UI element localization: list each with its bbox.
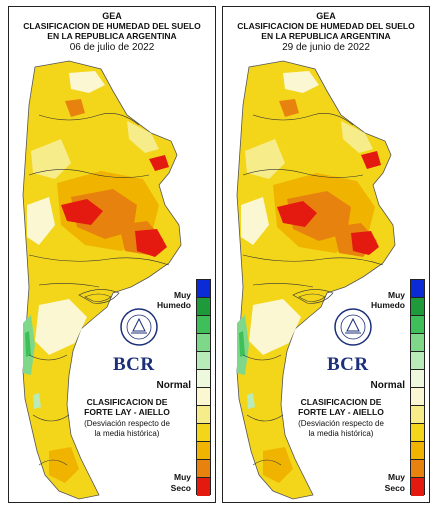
zone-very-dry-ne xyxy=(149,155,169,171)
zone-very-humid-andes xyxy=(239,331,245,357)
bcr-brand: BCR xyxy=(327,354,369,375)
zone-very-dry-east xyxy=(135,229,167,257)
legend-bottom-label-1: Muy xyxy=(388,472,405,482)
argentina-soil-moisture-map xyxy=(236,60,396,500)
zone-humid-south xyxy=(33,393,41,409)
map-date: 29 de junio de 2022 xyxy=(282,42,370,53)
zone-normal-nw xyxy=(31,139,71,179)
classification-title: CLASIFICACION DE FORTE LAY - AIELLO xyxy=(84,397,170,417)
zone-dry-nw xyxy=(279,99,299,117)
legend-top-label-1: Muy xyxy=(388,290,405,300)
zone-normal-west xyxy=(27,197,55,245)
contour-lines xyxy=(242,113,384,466)
map-title-line1: CLASIFICACION DE HUMEDAD DEL SUELO xyxy=(237,21,415,31)
legend-scale xyxy=(196,279,211,496)
legend-top-label-2: Humedo xyxy=(157,300,191,310)
legend-bottom-label-2: Seco xyxy=(384,483,405,493)
zone-dry-nw xyxy=(65,99,85,117)
zone-moderate-south xyxy=(263,447,293,483)
org-label: GEA xyxy=(102,11,122,21)
classification-title: CLASIFICACION DE FORTE LAY - AIELLO xyxy=(298,397,384,417)
zone-normal-north xyxy=(69,71,105,93)
map-title-line2: EN LA REPUBLICA ARGENTINA xyxy=(47,31,177,41)
legend-top-label-2: Humedo xyxy=(371,300,405,310)
zone-normal-north xyxy=(283,71,319,93)
legend-top-label-1: Muy xyxy=(174,290,191,300)
legend-mid-label: Normal xyxy=(370,380,405,391)
zone-very-dry-east xyxy=(351,231,379,255)
bcr-brand: BCR xyxy=(113,354,155,375)
zone-normal-patagonia xyxy=(249,299,301,355)
map-panel-right: GEA CLASIFICACION DE HUMEDAD DEL SUELO E… xyxy=(222,6,430,503)
zone-very-dry-center xyxy=(277,201,317,227)
bcr-seal-logo xyxy=(120,308,158,346)
zone-humid-south xyxy=(247,393,255,409)
map-panel-left: GEA CLASIFICACION DE HUMEDAD DEL SUELO E… xyxy=(8,6,216,503)
zone-normal-ne xyxy=(127,121,159,153)
classification-note: (Desviación respecto de la media históri… xyxy=(298,419,384,438)
contour-lines xyxy=(28,113,170,466)
zone-normal-nw xyxy=(245,139,285,179)
legend-mid-label: Normal xyxy=(156,380,191,391)
legend-bottom-label-2: Seco xyxy=(170,483,191,493)
zone-normal-west xyxy=(241,197,269,245)
zone-normal-patagonia xyxy=(35,299,87,355)
map-title-line1: CLASIFICACION DE HUMEDAD DEL SUELO xyxy=(23,21,201,31)
bcr-seal-logo xyxy=(334,308,372,346)
zone-moderate-south xyxy=(49,447,79,483)
map-date: 06 de julio de 2022 xyxy=(69,42,155,53)
zone-very-dry-center xyxy=(61,199,103,225)
map-title-line2: EN LA REPUBLICA ARGENTINA xyxy=(261,31,391,41)
org-label: GEA xyxy=(316,11,336,21)
legend-bottom-label-1: Muy xyxy=(174,472,191,482)
argentina-soil-moisture-map xyxy=(22,60,182,500)
classification-note: (Desviación respecto de la media históri… xyxy=(84,419,170,438)
zone-very-humid-andes xyxy=(25,331,31,357)
zone-very-dry-ne xyxy=(361,151,381,169)
legend-scale xyxy=(410,279,425,496)
zone-normal-ne xyxy=(341,121,373,153)
